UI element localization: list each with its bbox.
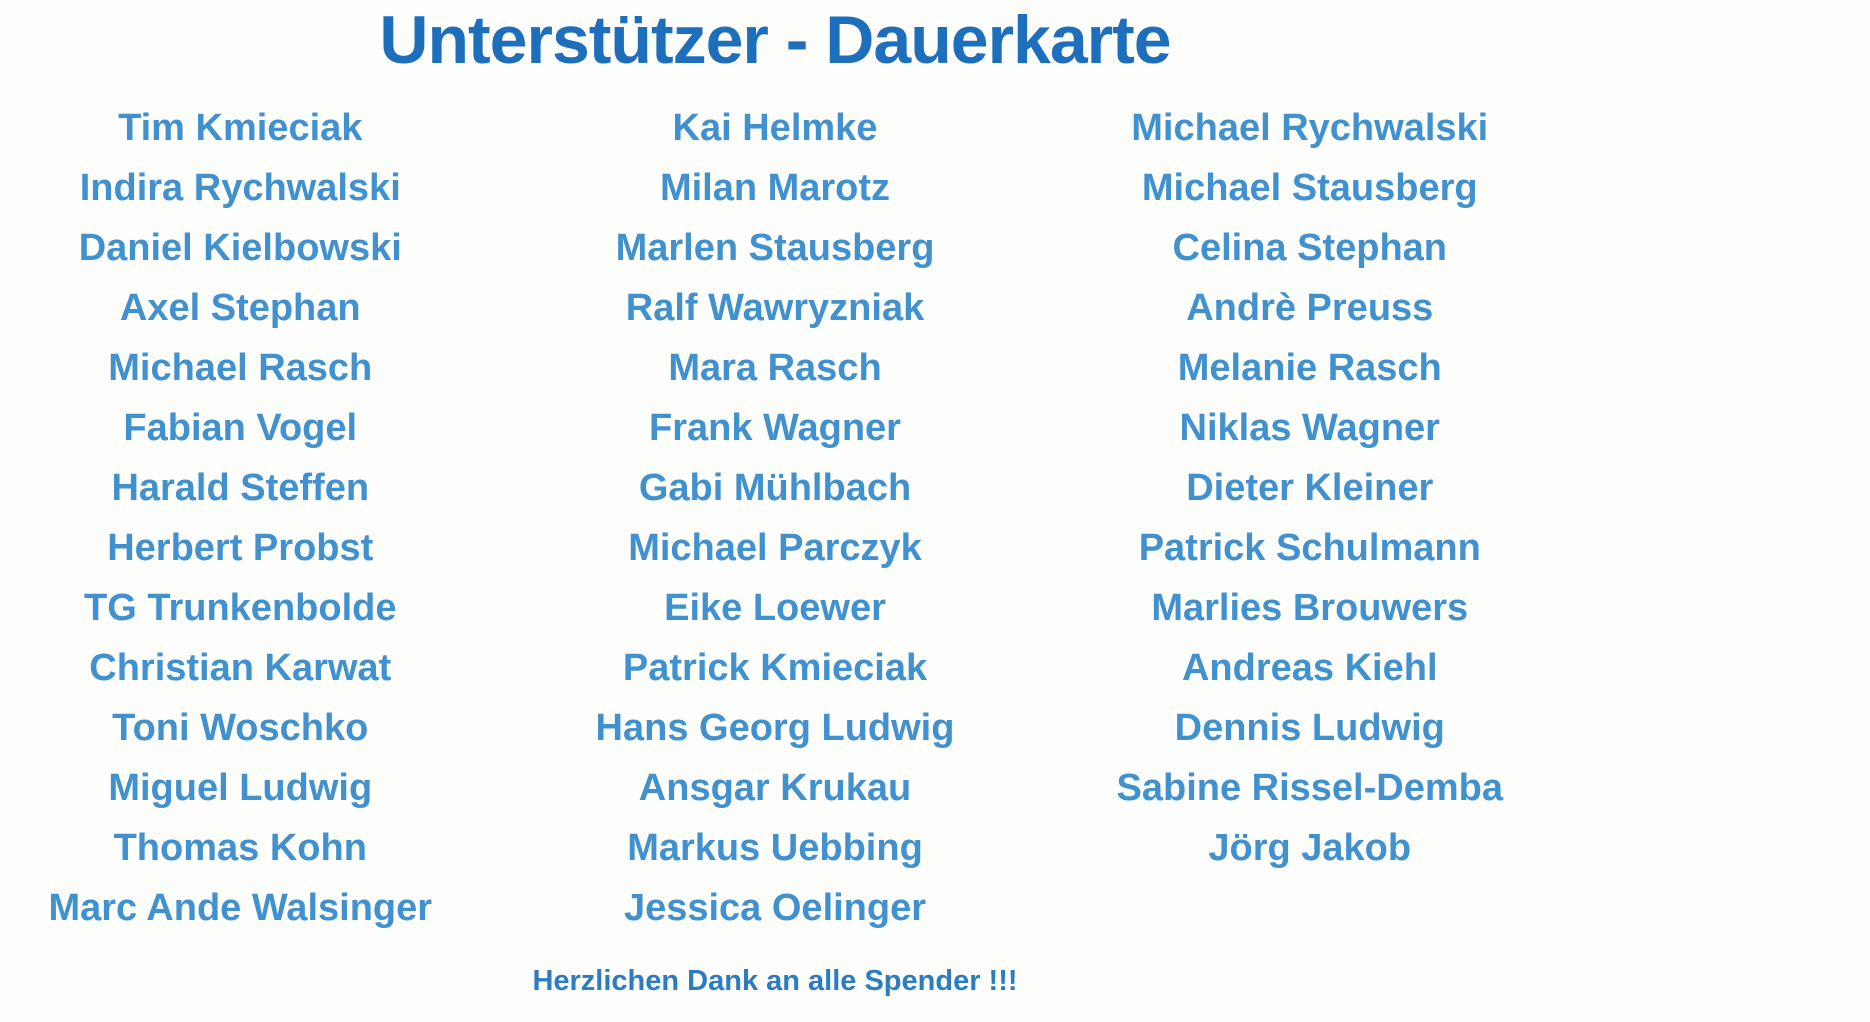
supporter-name: Michael Stausberg [1141, 167, 1478, 209]
supporter-name: Michael Parczyk [628, 527, 922, 569]
supporter-name: Tim Kmieciak [118, 107, 363, 149]
supporter-name: Andrè Preuss [1186, 287, 1434, 329]
supporter-name: Celina Stephan [1172, 227, 1448, 269]
supporter-name: Jörg Jakob [1208, 827, 1412, 869]
supporter-name: Sabine Rissel-Demba [1116, 767, 1503, 809]
supporter-name: Frank Wagner [649, 407, 901, 449]
supporter-name: Patrick Schulmann [1138, 527, 1481, 569]
supporter-name: Niklas Wagner [1179, 407, 1440, 449]
supporter-name: Daniel Kielbowski [78, 227, 402, 269]
supporter-name: Melanie Rasch [1177, 347, 1442, 389]
supporter-name: Patrick Kmieciak [622, 647, 928, 689]
supporters-column-1: Tim Kmieciak Indira Rychwalski Daniel Kiel… [0, 98, 481, 938]
supporter-name: Ansgar Krukau [638, 767, 912, 809]
supporter-name: Marc Ande Walsinger [48, 887, 433, 929]
supporter-name: Dieter Kleiner [1186, 467, 1434, 509]
supporter-name: Jessica Oelinger [623, 887, 927, 929]
supporter-name: Miguel Ludwig [108, 767, 373, 809]
supporters-grid: Tim Kmieciak Indira Rychwalski Daniel Kiel… [0, 98, 1550, 938]
supporter-name: Markus Uebbing [627, 827, 923, 869]
supporters-column-3: Michael Rychwalski Michael Stausberg Celin… [1070, 98, 1551, 938]
supporter-name: TG Trunkenbolde [84, 587, 397, 629]
supporter-name: Michael Rasch [108, 347, 373, 389]
supporter-name: Eike Loewer [664, 587, 886, 629]
supporter-name: Harald Steffen [111, 467, 370, 509]
supporter-name: Kai Helmke [672, 107, 878, 149]
supporter-name: Andreas Kiehl [1181, 647, 1438, 689]
page-title: Unterstützer - Dauerkarte [379, 2, 1171, 78]
supporter-name: Axel Stephan [119, 287, 361, 329]
supporter-name: Hans Georg Ludwig [595, 707, 955, 749]
slide-content: Unterstützer - Dauerkarte Tim Kmieciak In… [0, 2, 1550, 997]
supporters-column-2: Kai Helmke Milan Marotz Marlen Stausberg Ra… [481, 98, 1070, 938]
supporter-name: Michael Rychwalski [1131, 107, 1489, 149]
supporter-name: Milan Marotz [659, 167, 891, 209]
supporter-name: Ralf Wawryzniak [625, 287, 925, 329]
supporter-name: Herbert Probst [107, 527, 374, 569]
supporter-name: Christian Karwat [89, 647, 392, 689]
supporter-name: Marlies Brouwers [1151, 587, 1469, 629]
supporter-name: Indira Rychwalski [79, 167, 401, 209]
supporter-name: Thomas Kohn [113, 827, 367, 869]
supporter-name: Dennis Ludwig [1174, 707, 1445, 749]
supporter-name: Marlen Stausberg [615, 227, 935, 269]
supporter-name: Fabian Vogel [123, 407, 358, 449]
thanks-note: Herzlichen Dank an alle Spender !!! [532, 965, 1018, 997]
supporter-name: Gabi Mühlbach [638, 467, 912, 509]
supporter-name: Toni Woschko [112, 707, 369, 749]
supporter-name: Mara Rasch [668, 347, 882, 389]
